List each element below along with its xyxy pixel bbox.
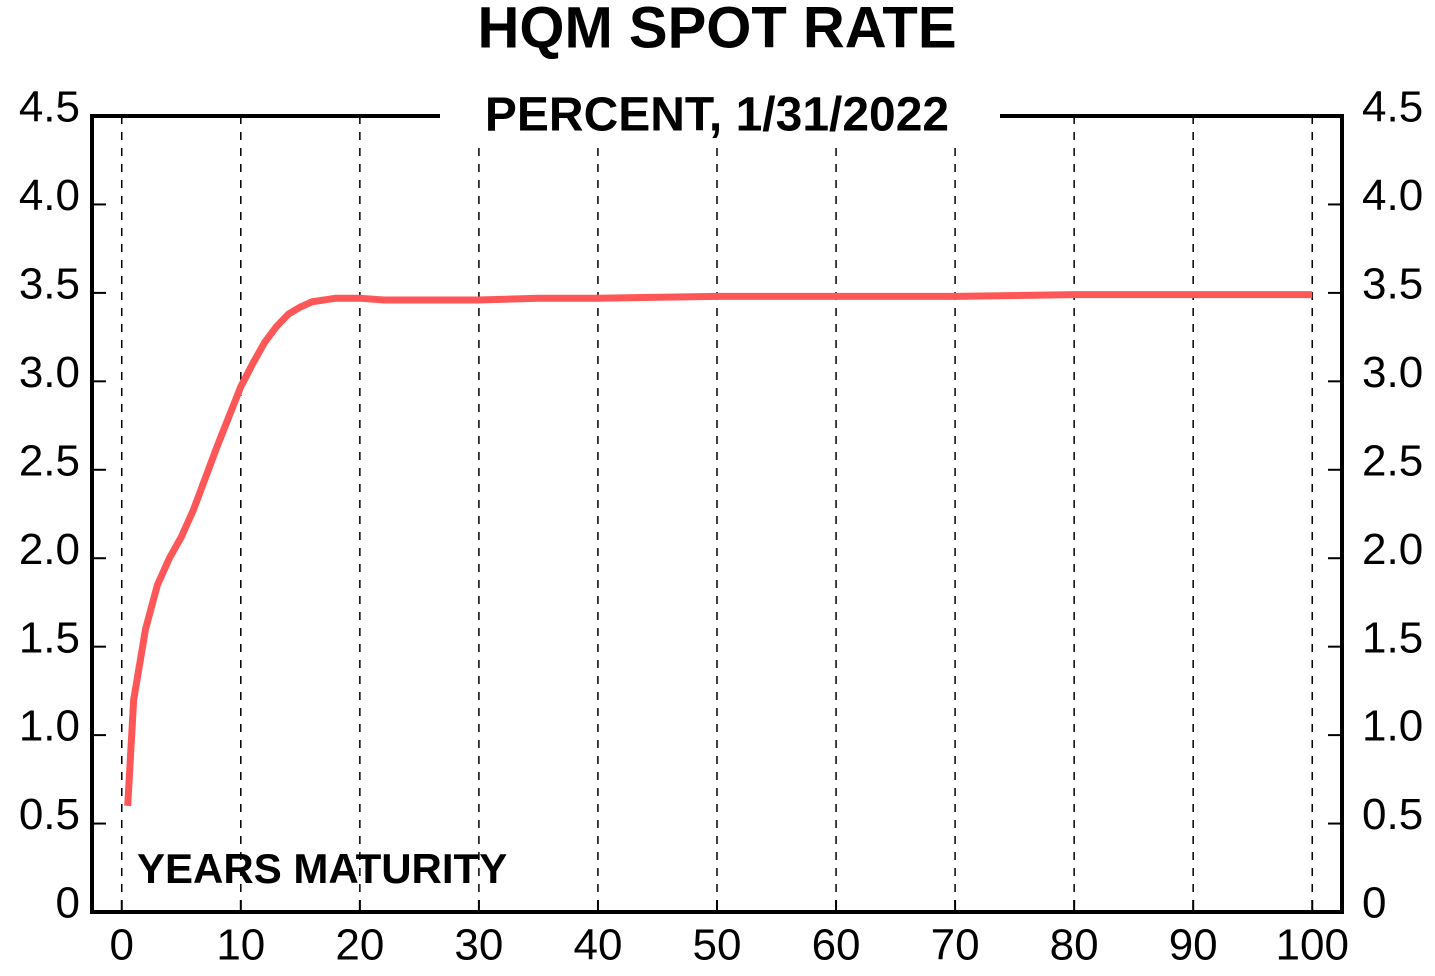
subtitle-bg	[440, 86, 1000, 146]
x-tick-label: 90	[1169, 921, 1218, 970]
y-tick-label: 1.0	[19, 702, 80, 751]
y-tick-label: 4.0	[19, 171, 80, 220]
y-tick-label: 2.0	[19, 525, 80, 574]
subtitle: PERCENT, 1/31/2022	[485, 89, 949, 142]
x-tick-label: 60	[812, 921, 861, 970]
y2-tick-label: 0.5	[1362, 790, 1423, 839]
y2-tick-label: 4.5	[1362, 83, 1423, 132]
x-tick-label: 100	[1276, 921, 1349, 970]
x-tick-label: 20	[335, 921, 384, 970]
y2-tick-label: 0	[1362, 879, 1386, 928]
x-tick-label: 10	[216, 921, 265, 970]
x-tick-label: 0	[110, 921, 134, 970]
y2-tick-label: 1.5	[1362, 613, 1423, 662]
y-tick-label: 0	[56, 879, 80, 928]
y2-tick-label: 3.0	[1362, 348, 1423, 397]
y-tick-label: 1.5	[19, 613, 80, 662]
y-tick-label: 3.0	[19, 348, 80, 397]
x-tick-label: 40	[573, 921, 622, 970]
y2-tick-label: 3.5	[1362, 260, 1423, 309]
y-tick-label: 2.5	[19, 436, 80, 485]
y-tick-label: 4.5	[19, 83, 80, 132]
y2-tick-label: 1.0	[1362, 702, 1423, 751]
annotation: YEARS MATURITY	[137, 845, 507, 892]
x-tick-label: 80	[1050, 921, 1099, 970]
y2-tick-label: 4.0	[1362, 171, 1423, 220]
x-tick-label: 70	[931, 921, 980, 970]
y-tick-label: 0.5	[19, 790, 80, 839]
chart-title: HQM SPOT RATE	[477, 0, 956, 60]
y-tick-label: 3.5	[19, 260, 80, 309]
x-tick-label: 50	[693, 921, 742, 970]
line-series	[124, 291, 1313, 807]
y2-tick-label: 2.0	[1362, 525, 1423, 574]
x-tick-label: 30	[454, 921, 503, 970]
y2-tick-label: 2.5	[1362, 436, 1423, 485]
